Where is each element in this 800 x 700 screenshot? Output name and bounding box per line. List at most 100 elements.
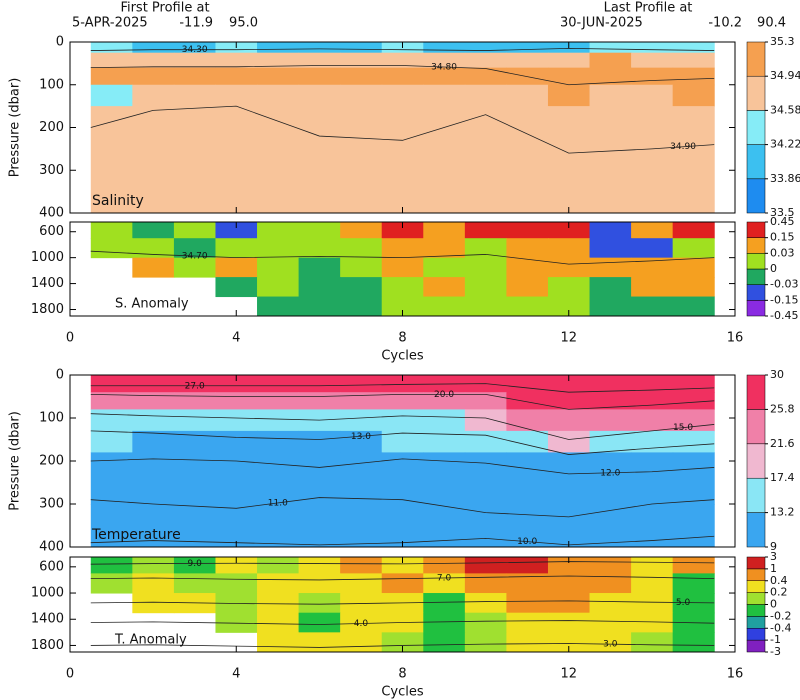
cell [672, 238, 715, 259]
cell [132, 52, 175, 69]
contour-label: 7.0 [437, 573, 452, 583]
contour-label: 11.0 [268, 498, 288, 508]
cell [173, 84, 216, 107]
y-tick-label: 300 [39, 497, 64, 512]
cell [381, 409, 424, 432]
cell [381, 67, 424, 86]
cell [132, 430, 175, 453]
cell [464, 277, 507, 298]
colorbar-band [746, 284, 766, 301]
cell [90, 557, 133, 574]
cell [257, 67, 300, 86]
colorbar-tick-label: 21.6 [770, 437, 795, 450]
contour-line [90, 65, 715, 86]
cell [257, 557, 300, 574]
cell [257, 106, 300, 213]
cell [340, 409, 383, 432]
cell [506, 409, 549, 432]
cell [298, 632, 341, 652]
cell [464, 452, 507, 505]
cell [298, 67, 341, 86]
cell [173, 557, 216, 574]
cell [90, 375, 133, 393]
cell [672, 573, 715, 594]
cell [589, 277, 632, 298]
cell [381, 296, 424, 316]
cell [298, 593, 341, 614]
cell [423, 257, 466, 278]
cell [215, 84, 258, 107]
cell [631, 106, 674, 213]
cell [506, 257, 549, 278]
colorbar-band [746, 616, 766, 629]
colorbar-tick-label: 25.8 [770, 402, 795, 415]
cell [90, 573, 133, 594]
cell [547, 573, 591, 594]
plot-area: 34.70 [90, 222, 715, 316]
cell [464, 430, 507, 453]
colorbar-tick-label: -0.03 [770, 278, 798, 291]
cell [506, 504, 549, 547]
colorbar-tick-label: -0.2 [770, 609, 791, 622]
cell [589, 375, 632, 393]
y-tick-label: 0 [56, 368, 64, 383]
cell [173, 430, 216, 453]
cell [381, 277, 424, 298]
cell [672, 106, 715, 213]
cell [464, 593, 507, 614]
cell [672, 67, 715, 86]
panel-title: Temperature [91, 527, 181, 543]
colorbar-tick-label: -3 [770, 645, 781, 658]
cell [215, 392, 258, 410]
cell [506, 296, 549, 316]
cell [215, 222, 258, 239]
cell [631, 452, 674, 505]
cell [464, 257, 507, 278]
cell [173, 222, 216, 239]
colorbar-band [746, 178, 766, 214]
cell [631, 409, 674, 432]
cell [464, 42, 507, 54]
colorbar-band [746, 628, 766, 641]
cell [257, 296, 300, 316]
cell [381, 84, 424, 107]
contour-label: 3.0 [603, 640, 618, 650]
colorbar-tick-label: -0.15 [770, 293, 798, 306]
contour-label: 34.70 [182, 252, 208, 262]
cell [173, 392, 216, 410]
colorbar-band [746, 639, 766, 653]
cell [589, 452, 632, 505]
cell [547, 52, 591, 69]
y-tick-label: 600 [39, 559, 64, 574]
x-tick-label: 0 [66, 667, 74, 682]
cell [672, 375, 715, 393]
contour-line [90, 105, 715, 154]
cell [547, 557, 591, 574]
cell [340, 504, 383, 547]
cell [423, 42, 466, 54]
cell [464, 573, 507, 594]
cell [132, 557, 175, 574]
cell [132, 84, 175, 107]
plot-area: 34.30 34.80 34.90 [90, 42, 715, 213]
cell [506, 573, 549, 594]
cell [631, 593, 674, 614]
cell [506, 42, 549, 54]
contour-label: 34.30 [182, 45, 208, 55]
cell [257, 277, 300, 298]
cell [257, 593, 300, 614]
cell [132, 452, 175, 505]
cell [423, 632, 466, 652]
cell [298, 504, 341, 547]
colorbar-tick-label: -1 [770, 633, 781, 646]
cell [631, 277, 674, 298]
colorbar-tick-label: 0.03 [770, 246, 795, 259]
colorbar-band [746, 221, 766, 238]
colorbar-band [746, 443, 766, 479]
cell [215, 67, 258, 86]
contour-line [90, 497, 715, 518]
cell [90, 106, 133, 213]
cell [631, 573, 674, 594]
cell [423, 612, 466, 633]
